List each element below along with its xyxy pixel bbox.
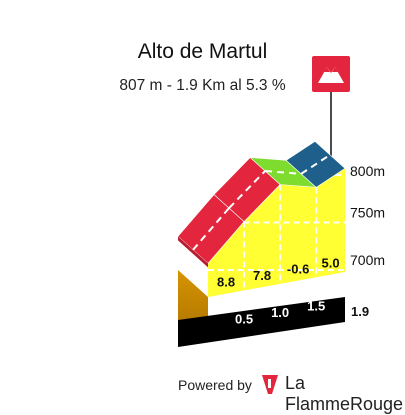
km-band (178, 297, 345, 347)
grade-label-2: 7.8 (253, 268, 271, 283)
chart-title: Alto de Martul (137, 40, 268, 63)
wall-segment-1 (208, 221, 245, 297)
grade-labels: 8.8 7.8 -0.6 5.0 (217, 256, 340, 290)
km-label-3: 1.5 (307, 298, 325, 313)
y-tick-labels: 700m 750m 800m (350, 163, 385, 268)
grade-label-1: 8.8 (217, 275, 235, 290)
y-tick-label-800: 800m (350, 163, 385, 179)
chart-subtitle: 807 m - 1.9 Km al 5.3 % (119, 77, 286, 94)
powered-by-label: Powered by (178, 377, 252, 393)
y-tick-label-700: 700m (350, 252, 385, 268)
road-centerline-1 (192, 207, 230, 251)
wall-segment-4 (316, 168, 345, 278)
profile-gridlines (208, 174, 345, 271)
wall-segment-2 (244, 184, 281, 291)
grade-label-3: -0.6 (287, 262, 309, 277)
road-centerline-4 (300, 154, 331, 175)
summit-marker (312, 56, 350, 163)
grade-label-4: 5.0 (322, 256, 340, 271)
brand-name[interactable]: La FlammeRouge (285, 373, 404, 414)
km-label-end: 1.9 (351, 304, 369, 319)
road-centerline-2 (228, 170, 266, 209)
y-tick-label-750: 750m (350, 205, 385, 221)
segment-separators (243, 184, 318, 291)
profile-walls (208, 168, 345, 297)
km-label-1: 0.5 (235, 311, 253, 326)
flamme-rouge-logo-icon (262, 375, 278, 394)
road-start-face (178, 236, 208, 268)
km-labels: 0.5 1.0 1.5 1.9 (235, 298, 369, 326)
mountain-flag-icon (318, 67, 344, 83)
road-centerline-3 (265, 170, 302, 175)
km-label-2: 1.0 (271, 305, 289, 320)
profile-road-dashes (192, 154, 331, 251)
elevation-profile-chart: 8.8 7.8 -0.6 5.0 0.5 1.0 1.5 1.9 700m 750m 800m (177, 56, 385, 347)
wall-segment-3 (280, 184, 317, 284)
